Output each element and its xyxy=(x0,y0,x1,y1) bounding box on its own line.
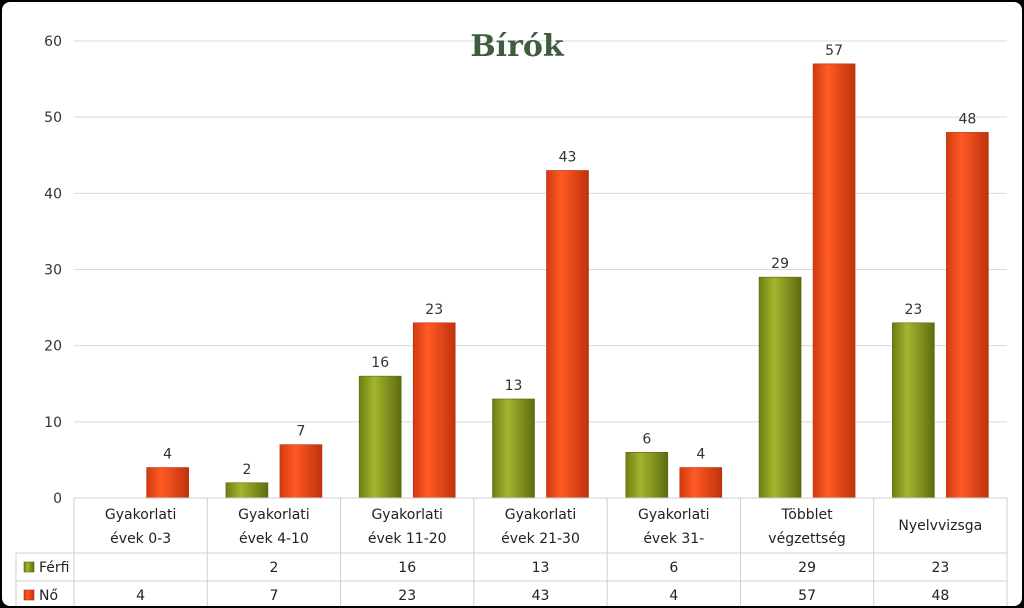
bar-n- xyxy=(279,444,323,499)
table-cell: 7 xyxy=(269,588,278,604)
legend-label: Nő xyxy=(39,588,58,604)
bar-n- xyxy=(946,132,989,499)
data-label: 57 xyxy=(825,43,843,59)
y-tick-label: 10 xyxy=(44,415,62,431)
data-label: 29 xyxy=(771,256,789,272)
bar-f-rfi xyxy=(358,375,402,499)
category-label: Gyakorlati xyxy=(371,507,443,523)
table-cell: 6 xyxy=(669,560,678,576)
category-label: végzettség xyxy=(768,531,846,547)
category-label: évek 4-10 xyxy=(239,531,309,547)
legend-label: Férfi xyxy=(39,560,69,576)
y-tick-label: 60 xyxy=(44,34,62,50)
category-label: évek 11-20 xyxy=(368,531,447,547)
data-label: 23 xyxy=(425,302,443,318)
table-cell: 4 xyxy=(669,588,678,604)
data-label: 13 xyxy=(505,378,523,394)
data-label: 6 xyxy=(642,431,651,447)
table-cell: 48 xyxy=(931,588,949,604)
category-label: Többlet xyxy=(781,507,834,523)
y-tick-label: 50 xyxy=(44,110,62,126)
bar-n- xyxy=(679,467,723,499)
gridlines xyxy=(74,40,1007,499)
table-cell: 16 xyxy=(398,560,416,576)
data-label: 16 xyxy=(371,355,389,371)
table-cell: 57 xyxy=(798,588,816,604)
bar-f-rfi xyxy=(225,482,269,499)
y-axis-ticks: 0 10 20 30 40 50 60 xyxy=(44,34,62,507)
data-label: 23 xyxy=(904,302,922,318)
category-label: Gyakorlati xyxy=(638,507,710,523)
y-tick-label: 0 xyxy=(53,491,62,507)
data-table: Gyakorlati évek 0-3 Gyakorlati évek 4-10 Gya… xyxy=(15,497,1008,606)
category-label: Gyakorlati xyxy=(238,507,310,523)
data-label: 4 xyxy=(163,447,172,463)
bar-f-rfi xyxy=(892,322,935,499)
data-labels: 2 16 13 6 29 23 4 7 23 43 4 57 48 xyxy=(163,43,976,478)
table-cell: 43 xyxy=(532,588,550,604)
table-cell: 4 xyxy=(136,588,145,604)
bar-f-rfi xyxy=(758,276,802,499)
category-label: Gyakorlati xyxy=(505,507,577,523)
table-cell: 13 xyxy=(532,560,550,576)
chart-title: Bírók xyxy=(470,29,565,64)
table-cell: 2 xyxy=(269,560,278,576)
bar-f-rfi xyxy=(492,398,535,499)
bar-n- xyxy=(146,467,189,499)
data-label: 43 xyxy=(559,149,577,165)
data-label: 4 xyxy=(696,447,705,463)
bar-f-rfi xyxy=(625,451,669,499)
data-label: 7 xyxy=(296,424,305,440)
table-cell: 23 xyxy=(931,560,949,576)
legend-key xyxy=(23,561,35,573)
data-label: 48 xyxy=(958,111,976,127)
y-tick-label: 40 xyxy=(44,186,62,202)
bar-n- xyxy=(412,322,456,499)
bars xyxy=(146,63,989,499)
category-label: évek 21-30 xyxy=(501,531,580,547)
y-tick-label: 20 xyxy=(44,339,62,355)
table-cell: 23 xyxy=(398,588,416,604)
category-label: Gyakorlati xyxy=(105,507,177,523)
y-tick-label: 30 xyxy=(44,263,62,279)
category-label: évek 31- xyxy=(643,531,704,547)
category-label: évek 0-3 xyxy=(110,531,171,547)
bar-n- xyxy=(812,63,856,499)
category-label: Nyelvvizsga xyxy=(898,518,982,534)
data-label: 2 xyxy=(242,462,251,478)
table-cell: 29 xyxy=(798,560,816,576)
legend-key xyxy=(23,589,35,601)
bar-n- xyxy=(546,170,589,499)
